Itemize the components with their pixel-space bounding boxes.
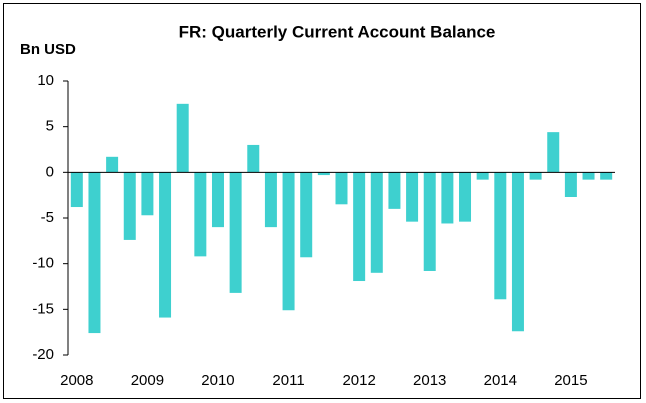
bar (176, 103, 189, 173)
x-tick-label: 2014 (484, 372, 517, 389)
bar (335, 172, 348, 205)
bar (370, 172, 383, 273)
bar (423, 172, 436, 271)
y-tick-label: -10 (32, 255, 54, 272)
x-tick-label: 2009 (131, 372, 164, 389)
bar (141, 172, 154, 216)
bar (564, 172, 577, 197)
bar (211, 172, 224, 228)
bar (441, 172, 454, 224)
bar (264, 172, 277, 228)
x-tick-label: 2010 (201, 372, 234, 389)
bar (317, 172, 330, 176)
chart-frame (3, 3, 641, 399)
y-tick-label: -15 (32, 300, 54, 317)
y-tick-label: -5 (41, 209, 54, 226)
bar (529, 172, 542, 180)
bar (70, 172, 83, 208)
bar (353, 172, 366, 282)
bar (547, 132, 560, 173)
bar (88, 172, 101, 334)
y-tick-label: 10 (37, 72, 54, 89)
bar (494, 172, 507, 300)
y-axis-label: Bn USD (20, 41, 76, 58)
bar (511, 172, 524, 332)
bar (282, 172, 295, 311)
x-tick-label: 2013 (413, 372, 446, 389)
bar (123, 172, 136, 240)
bar (476, 172, 489, 180)
y-tick-label: 5 (46, 118, 54, 135)
x-tick-label: 2012 (342, 372, 375, 389)
bar (600, 172, 613, 180)
bar (194, 172, 207, 257)
bar (459, 172, 472, 222)
bar (247, 144, 260, 173)
x-tick-label: 2015 (554, 372, 587, 389)
x-tick-label: 2011 (272, 372, 304, 389)
x-tick-label: 2008 (60, 372, 93, 389)
bar (388, 172, 401, 209)
bar (300, 172, 313, 258)
bar (406, 172, 419, 222)
bar (159, 172, 172, 318)
bar (582, 172, 595, 180)
y-tick-label: 0 (46, 163, 54, 180)
bar (106, 156, 119, 173)
chart-title: FR: Quarterly Current Account Balance (179, 22, 496, 41)
bar (229, 172, 242, 293)
y-tick-label: -20 (32, 346, 54, 363)
